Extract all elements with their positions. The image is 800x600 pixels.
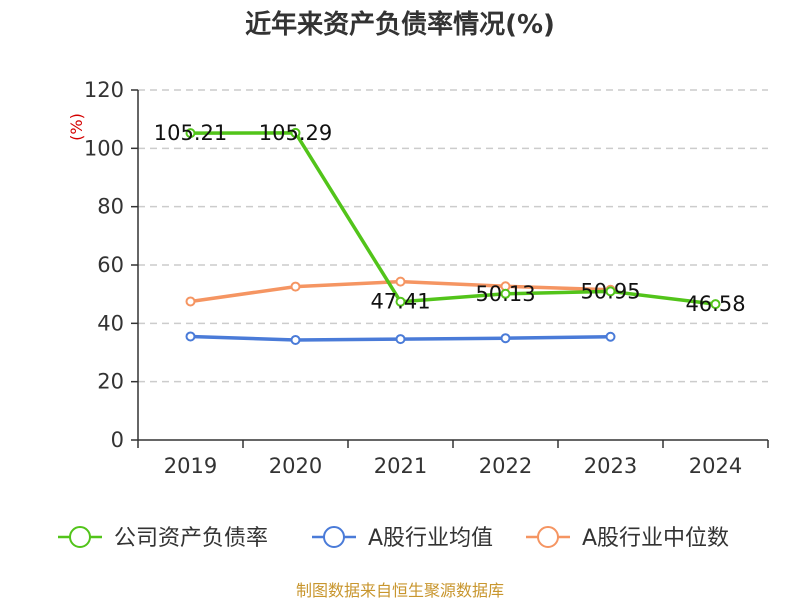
- legend[interactable]: 公司资产负债率 A股行业均值 A股行业中位数: [58, 526, 729, 551]
- x-tick-label: 2021: [374, 454, 427, 478]
- y-tick-label: 40: [97, 311, 124, 335]
- data-point[interactable]: [290, 127, 301, 138]
- data-point[interactable]: [395, 276, 406, 287]
- x-tick-label: 2019: [164, 454, 217, 478]
- x-tick-label: 2020: [269, 454, 322, 478]
- data-point[interactable]: [395, 334, 406, 345]
- legend-label: A股行业均值: [368, 526, 493, 551]
- data-point[interactable]: [290, 334, 301, 345]
- y-tick-label: 20: [97, 370, 124, 394]
- series-line: [190, 131, 716, 306]
- data-label: 50.13: [475, 282, 535, 306]
- legend-label: A股行业中位数: [582, 526, 729, 551]
- legend-marker: [537, 526, 559, 548]
- data-point[interactable]: [500, 333, 511, 344]
- legend-marker: [69, 526, 91, 548]
- y-tick-label: 60: [97, 253, 124, 277]
- y-tick-label: 120: [84, 78, 124, 102]
- data-labels: 105.21 105.29 47.41 50.13 50.95 46.58: [154, 121, 746, 316]
- y-axis-unit: (%): [67, 113, 86, 141]
- x-tick-label: 2024: [689, 454, 742, 478]
- axes: 0 20 40 60 80 100 120 2019 2020 2021 2022 2023 2024: [84, 78, 769, 478]
- gridlines: [138, 89, 768, 383]
- legend-item[interactable]: A股行业中位数: [526, 526, 729, 551]
- x-tick-label: 2023: [584, 454, 637, 478]
- data-source-note: 制图数据来自恒生聚源数据库: [296, 581, 504, 600]
- y-tick-label: 0: [111, 428, 124, 452]
- chart-title: 近年来资产负债率情况(%): [245, 9, 555, 40]
- data-point[interactable]: [605, 286, 616, 297]
- series-layer: [185, 127, 721, 345]
- data-point[interactable]: [395, 296, 406, 307]
- data-label: 46.58: [685, 292, 745, 316]
- data-label: 105.21: [154, 121, 227, 145]
- data-label: 50.95: [580, 279, 640, 303]
- data-point[interactable]: [710, 299, 721, 310]
- data-point[interactable]: [290, 281, 301, 292]
- data-point[interactable]: [500, 288, 511, 299]
- data-label: 105.29: [259, 121, 332, 145]
- legend-marker: [323, 526, 345, 548]
- data-point[interactable]: [185, 128, 196, 139]
- legend-item[interactable]: A股行业均值: [312, 526, 493, 551]
- data-point[interactable]: [605, 331, 616, 342]
- y-tick-label: 100: [84, 136, 124, 160]
- data-point[interactable]: [185, 331, 196, 342]
- x-tick-label: 2022: [479, 454, 532, 478]
- y-tick-label: 80: [97, 195, 124, 219]
- legend-label: 公司资产负债率: [114, 526, 268, 551]
- data-label: 47.41: [370, 290, 430, 314]
- data-point[interactable]: [185, 296, 196, 307]
- legend-item[interactable]: 公司资产负债率: [58, 526, 268, 551]
